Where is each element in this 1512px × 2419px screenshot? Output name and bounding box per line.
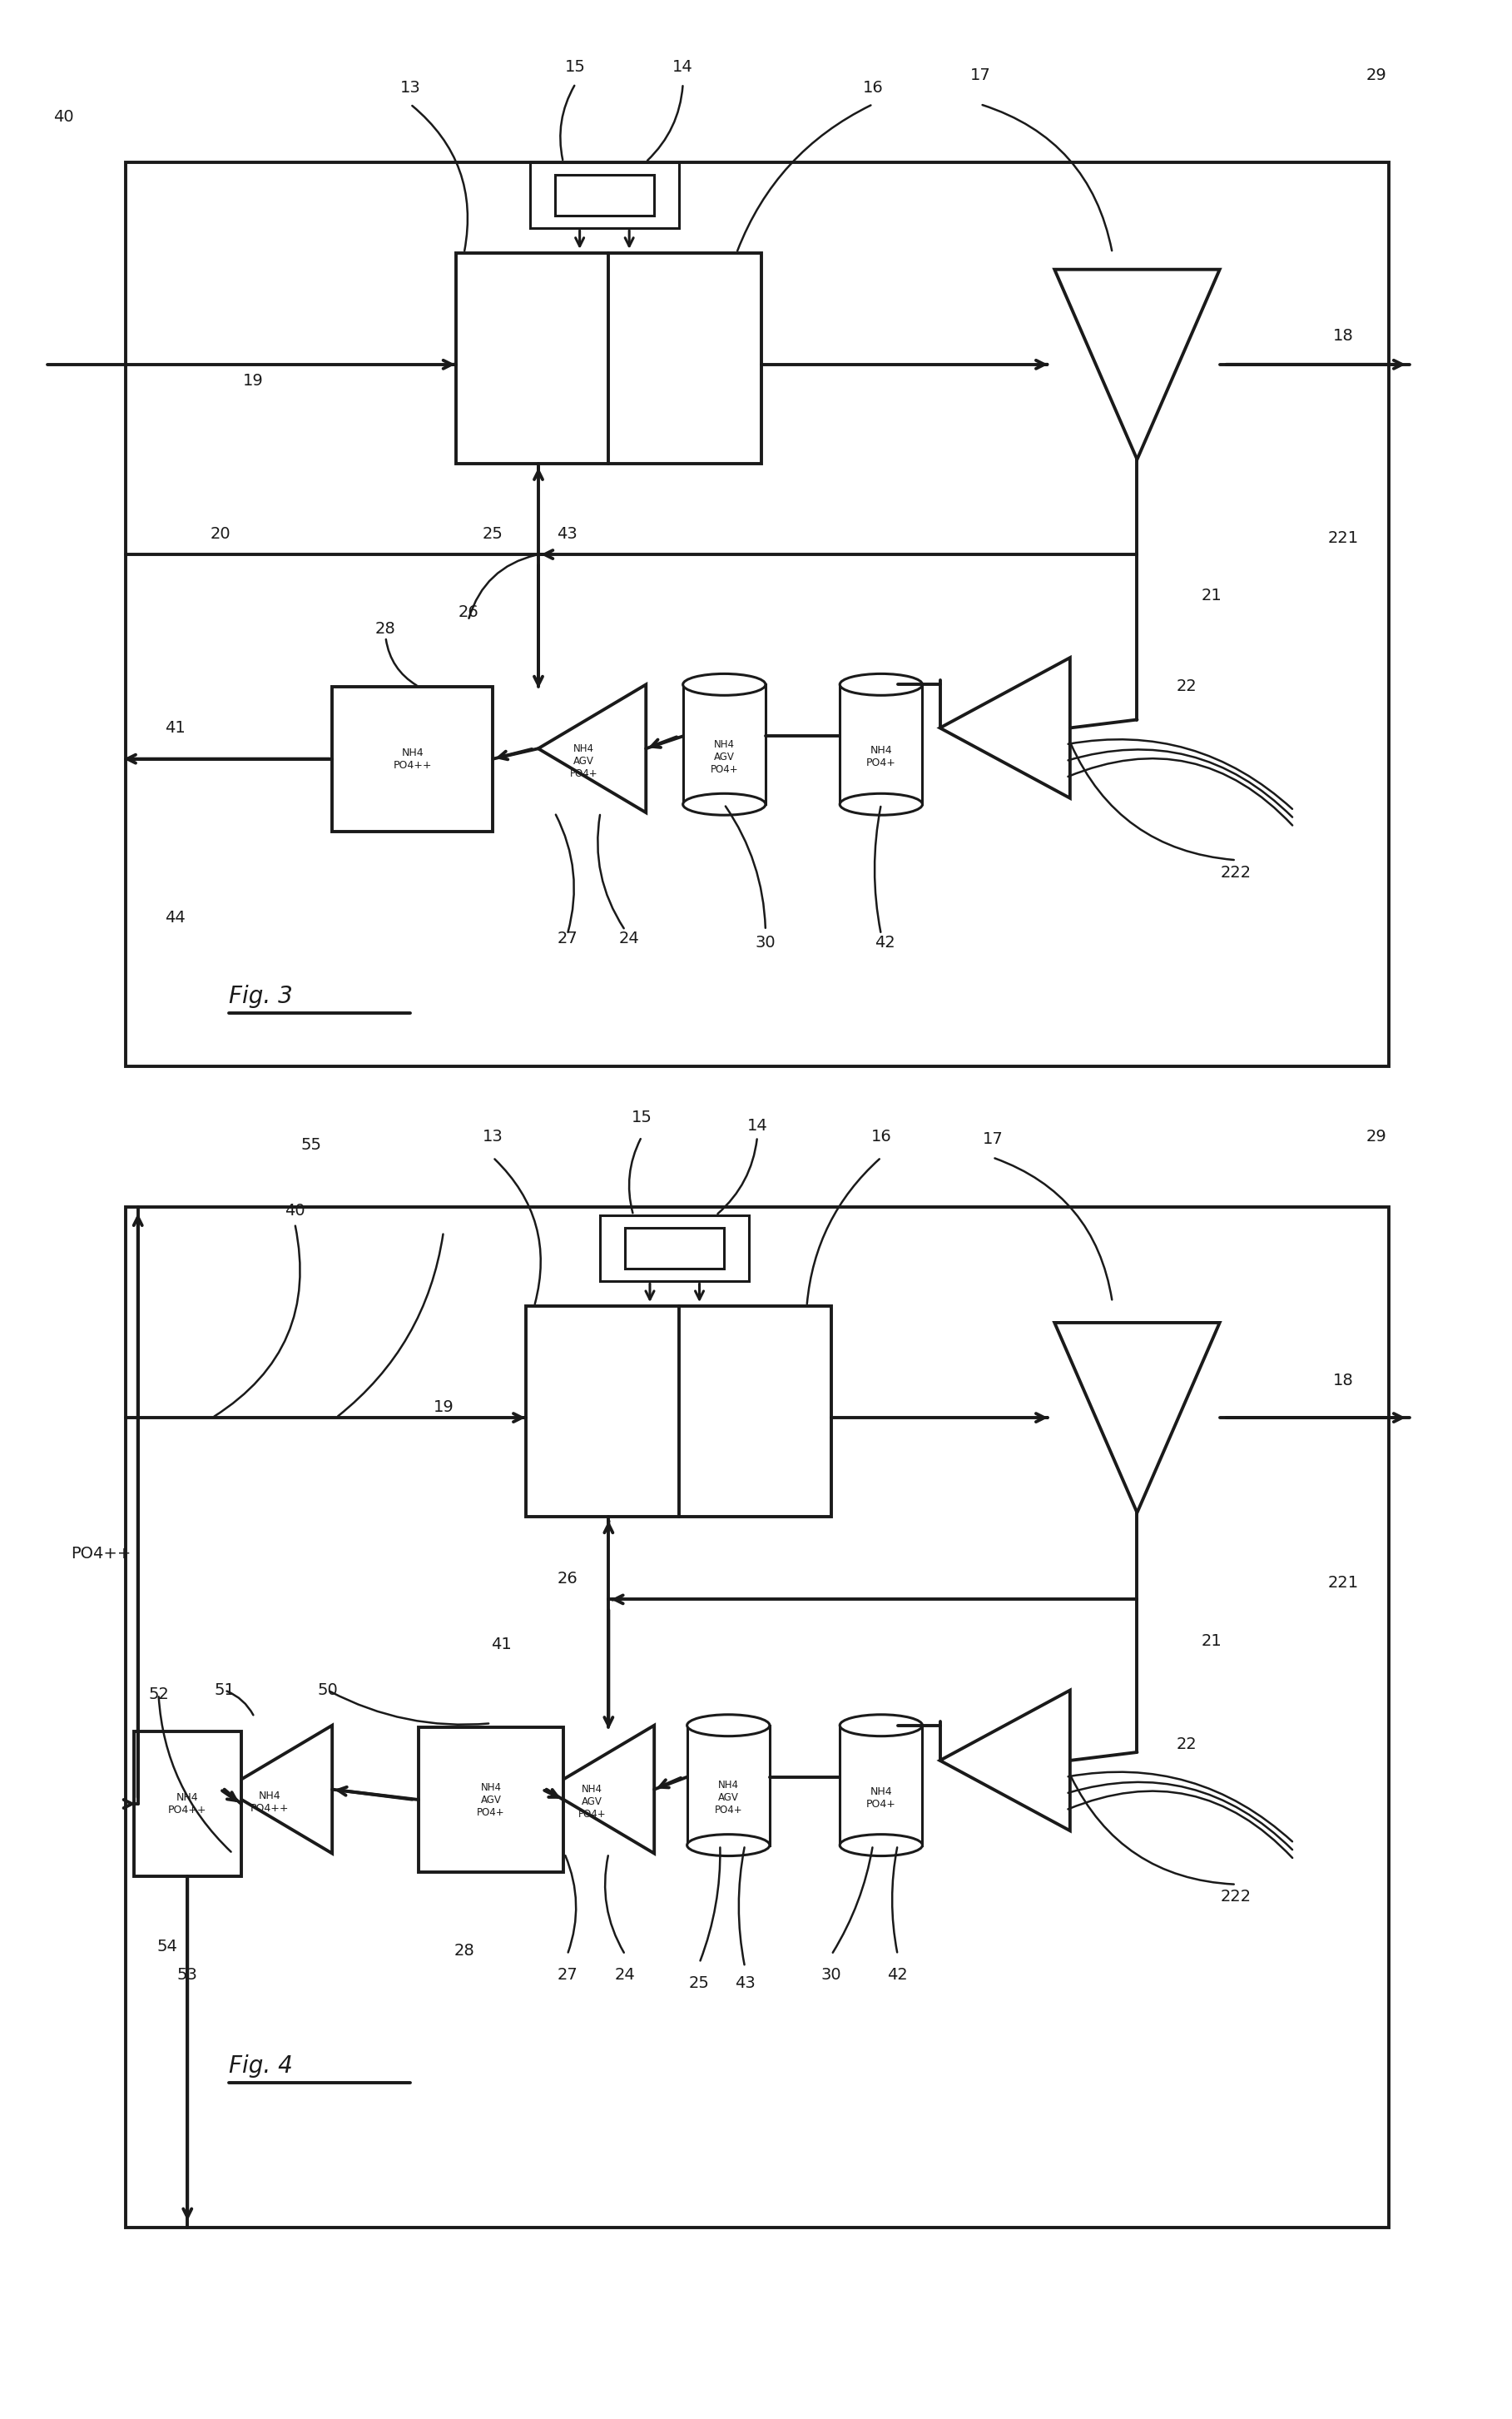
Text: 30: 30 (756, 934, 776, 951)
Ellipse shape (839, 1715, 922, 1737)
Text: NH4
PO4+: NH4 PO4+ (866, 745, 897, 769)
Text: 24: 24 (615, 1967, 635, 1984)
Text: 15: 15 (565, 58, 587, 75)
Text: NH4
AGV
PO4+: NH4 AGV PO4+ (476, 1783, 505, 1817)
Text: 27: 27 (556, 931, 578, 946)
Text: 222: 222 (1220, 1889, 1252, 1904)
Text: 13: 13 (401, 80, 420, 97)
Text: 30: 30 (821, 1967, 842, 1984)
Text: 22: 22 (1176, 1737, 1198, 1751)
Text: NH4
AGV
PO4+: NH4 AGV PO4+ (570, 743, 597, 779)
Text: 15: 15 (632, 1110, 652, 1125)
Bar (333, 687, 493, 832)
Ellipse shape (839, 675, 922, 694)
Bar (419, 1727, 562, 1872)
Text: 17: 17 (969, 68, 990, 82)
Text: 14: 14 (747, 1118, 768, 1135)
Text: 53: 53 (177, 1967, 198, 1984)
Text: 25: 25 (482, 525, 503, 542)
Text: Fig. 4: Fig. 4 (228, 2054, 293, 2078)
Text: 55: 55 (301, 1137, 322, 1154)
Bar (686, 1725, 770, 1846)
Text: NH4
PO4++: NH4 PO4++ (168, 1792, 207, 1817)
Text: 26: 26 (556, 1570, 578, 1587)
Text: 26: 26 (458, 605, 478, 619)
Text: 19: 19 (432, 1398, 454, 1415)
Text: 24: 24 (618, 931, 640, 946)
Ellipse shape (839, 793, 922, 815)
Bar (526, 1306, 832, 1517)
Ellipse shape (686, 1715, 770, 1737)
Text: 21: 21 (1201, 1633, 1222, 1650)
Text: 13: 13 (482, 1130, 503, 1144)
Ellipse shape (839, 1834, 922, 1855)
Text: NH4
AGV
PO4+: NH4 AGV PO4+ (578, 1783, 606, 1819)
Text: 25: 25 (689, 1976, 709, 1991)
Text: 29: 29 (1367, 1130, 1387, 1144)
Text: NH4
PO4++: NH4 PO4++ (251, 1790, 289, 1814)
Text: 41: 41 (165, 721, 186, 735)
Text: NH4
PO4+: NH4 PO4+ (866, 1785, 897, 1809)
Text: PO4++: PO4++ (71, 1546, 132, 1563)
Bar (839, 685, 922, 806)
Text: 21: 21 (1201, 588, 1222, 605)
Text: NH4
AGV
PO4+: NH4 AGV PO4+ (711, 738, 738, 774)
Bar (125, 1207, 1390, 2228)
Text: 20: 20 (210, 525, 231, 542)
Text: 16: 16 (862, 80, 883, 97)
Text: 29: 29 (1367, 68, 1387, 82)
Text: 14: 14 (673, 58, 692, 75)
Bar (555, 174, 655, 215)
Text: 43: 43 (735, 1976, 754, 1991)
Ellipse shape (683, 793, 765, 815)
Text: 42: 42 (875, 934, 895, 951)
Text: 40: 40 (284, 1202, 305, 1219)
Text: 51: 51 (215, 1681, 234, 1698)
Text: 221: 221 (1328, 530, 1359, 547)
Text: 17: 17 (983, 1132, 1002, 1147)
Ellipse shape (683, 675, 765, 694)
Bar (531, 162, 679, 227)
Text: 27: 27 (556, 1967, 578, 1984)
Text: 40: 40 (53, 109, 74, 123)
Text: 221: 221 (1328, 1575, 1359, 1592)
Text: 44: 44 (165, 910, 186, 926)
Text: 19: 19 (243, 373, 263, 389)
Text: NH4
PO4++: NH4 PO4++ (393, 747, 432, 772)
Text: 18: 18 (1334, 1372, 1353, 1389)
Bar (839, 1725, 922, 1846)
Ellipse shape (686, 1834, 770, 1855)
Text: 222: 222 (1220, 864, 1252, 881)
Bar (600, 1214, 748, 1282)
Bar (624, 1229, 724, 1270)
Text: 28: 28 (375, 622, 396, 636)
Bar (133, 1732, 240, 1877)
Bar (455, 254, 762, 464)
Bar (683, 685, 765, 806)
Text: 54: 54 (156, 1938, 177, 1955)
Text: NH4
AGV
PO4+: NH4 AGV PO4+ (714, 1780, 742, 1817)
Text: 18: 18 (1334, 327, 1353, 343)
Text: 50: 50 (318, 1681, 339, 1698)
Text: 22: 22 (1176, 680, 1198, 694)
Text: 28: 28 (454, 1942, 475, 1959)
Text: Fig. 3: Fig. 3 (228, 985, 293, 1009)
Text: 43: 43 (556, 525, 578, 542)
Text: 52: 52 (148, 1686, 169, 1703)
Text: 16: 16 (871, 1130, 892, 1144)
Bar (125, 162, 1390, 1067)
Text: 41: 41 (491, 1638, 511, 1652)
Text: 42: 42 (888, 1967, 907, 1984)
